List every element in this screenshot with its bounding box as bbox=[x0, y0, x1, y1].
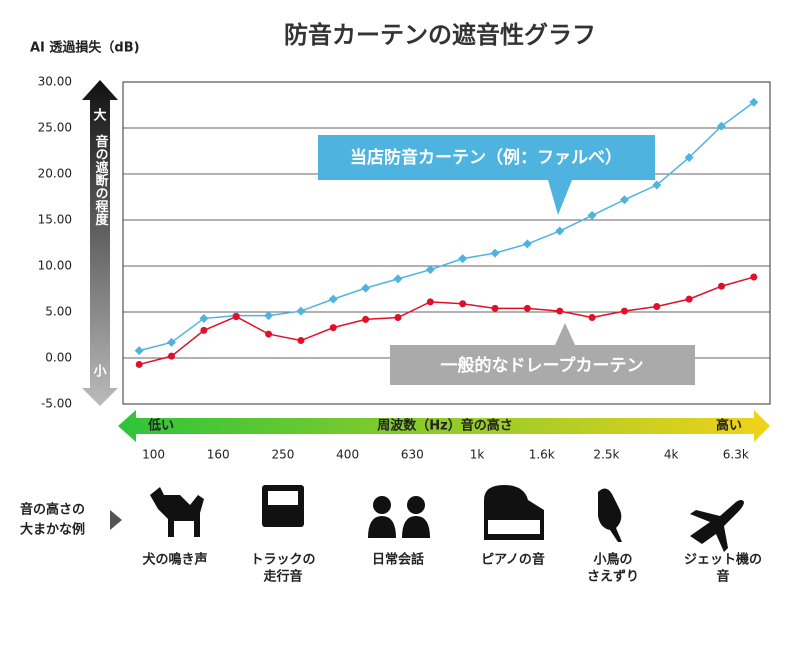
point bbox=[296, 306, 306, 316]
chart-title: 防音カーテンの遮音性グラフ bbox=[284, 21, 596, 49]
x-tick-label: 2.5k bbox=[593, 448, 619, 462]
example-label: 走行音 bbox=[263, 569, 302, 585]
point bbox=[556, 307, 564, 315]
examples-label-line: 大まかな例 bbox=[20, 522, 85, 538]
y-tick-label: 0.00 bbox=[45, 351, 72, 365]
bird-icon bbox=[598, 488, 622, 542]
y-tick-label: 5.00 bbox=[45, 305, 72, 319]
point bbox=[749, 97, 759, 107]
point bbox=[297, 337, 305, 345]
truck-window bbox=[268, 491, 298, 505]
y-axis-label: AI 透過損失（dB) bbox=[30, 40, 140, 56]
point bbox=[459, 300, 467, 308]
icons bbox=[150, 485, 744, 552]
person-icon bbox=[402, 516, 430, 538]
callout-box bbox=[318, 135, 655, 215]
point bbox=[199, 313, 209, 323]
point bbox=[750, 273, 758, 281]
point bbox=[685, 295, 693, 303]
point bbox=[265, 330, 273, 338]
x-tick-label: 400 bbox=[336, 448, 359, 462]
example-label: さえずり bbox=[587, 569, 639, 585]
examples-label-line: 音の高さの bbox=[20, 502, 85, 518]
series-line bbox=[138, 276, 755, 366]
pointer bbox=[110, 510, 122, 530]
point bbox=[135, 360, 143, 368]
point bbox=[684, 152, 694, 162]
point bbox=[426, 298, 434, 306]
point bbox=[168, 352, 176, 360]
point bbox=[167, 337, 177, 347]
point bbox=[555, 226, 565, 236]
band-arrow bbox=[118, 410, 770, 442]
scale-arrow bbox=[82, 80, 118, 406]
scale-bottom: 小 bbox=[93, 365, 106, 380]
point bbox=[716, 121, 726, 131]
legend-label: 当店防音カーテン（例：ファルベ） bbox=[350, 147, 622, 168]
y-tick-label: -5.00 bbox=[41, 397, 72, 411]
example-label: トラックの bbox=[250, 553, 315, 568]
point bbox=[490, 248, 500, 258]
band-label: 周波数（Hz）音の高さ bbox=[377, 418, 512, 434]
example-label: 小鳥の bbox=[593, 552, 632, 568]
point bbox=[620, 307, 628, 315]
band-low: 低い bbox=[147, 418, 174, 434]
point bbox=[200, 326, 208, 334]
band-high: 高い bbox=[716, 418, 742, 434]
example-label: ピアノの音 bbox=[481, 552, 545, 568]
x-tick-label: 100 bbox=[142, 448, 165, 462]
example-label: 音 bbox=[716, 569, 729, 585]
x-tick-label: 6.3k bbox=[723, 448, 749, 462]
y-tick-label: 30.00 bbox=[38, 75, 72, 89]
y-tick-label: 15.00 bbox=[38, 213, 72, 227]
point bbox=[652, 180, 662, 190]
example-label: ジェット機の bbox=[684, 552, 762, 568]
plane-icon bbox=[690, 500, 744, 552]
person-icon bbox=[368, 516, 396, 538]
series-line bbox=[138, 101, 755, 352]
x-tick-label: 630 bbox=[401, 448, 424, 462]
point bbox=[134, 346, 144, 356]
point bbox=[522, 239, 532, 249]
legend-label: 一般的なドレープカーテン bbox=[441, 355, 644, 376]
scale-top: 大 bbox=[93, 108, 106, 124]
point bbox=[328, 294, 338, 304]
point bbox=[619, 195, 629, 205]
point bbox=[361, 283, 371, 293]
x-tick-label: 1.6k bbox=[529, 448, 555, 462]
point bbox=[425, 265, 435, 275]
point bbox=[458, 254, 468, 264]
callout-box bbox=[390, 323, 695, 385]
plot-frame bbox=[122, 81, 771, 405]
point bbox=[362, 315, 370, 323]
point bbox=[717, 282, 725, 290]
x-tick-label: 160 bbox=[207, 448, 230, 462]
point bbox=[491, 304, 499, 312]
point bbox=[394, 314, 402, 322]
point bbox=[587, 210, 597, 220]
example-label: 日常会話 bbox=[372, 552, 424, 568]
point bbox=[588, 314, 596, 322]
y-tick-label: 20.00 bbox=[38, 167, 72, 181]
x-tick-label: 4k bbox=[664, 448, 679, 462]
person-icon bbox=[407, 496, 425, 514]
x-tick-label: 1k bbox=[470, 448, 485, 462]
point bbox=[523, 304, 531, 312]
point bbox=[393, 274, 403, 284]
example-label: 犬の鳴き声 bbox=[142, 552, 207, 568]
point bbox=[329, 324, 337, 332]
y-tick-label: 10.00 bbox=[38, 259, 72, 273]
person-icon bbox=[373, 496, 391, 514]
piano-keys bbox=[488, 520, 540, 534]
x-tick-label: 250 bbox=[271, 448, 294, 462]
point bbox=[232, 313, 240, 321]
y-tick-label: 25.00 bbox=[38, 121, 72, 135]
point bbox=[653, 302, 661, 310]
point bbox=[264, 311, 274, 321]
dog-icon bbox=[150, 487, 204, 537]
scale-label: 音の遮断の程度 bbox=[93, 134, 109, 227]
